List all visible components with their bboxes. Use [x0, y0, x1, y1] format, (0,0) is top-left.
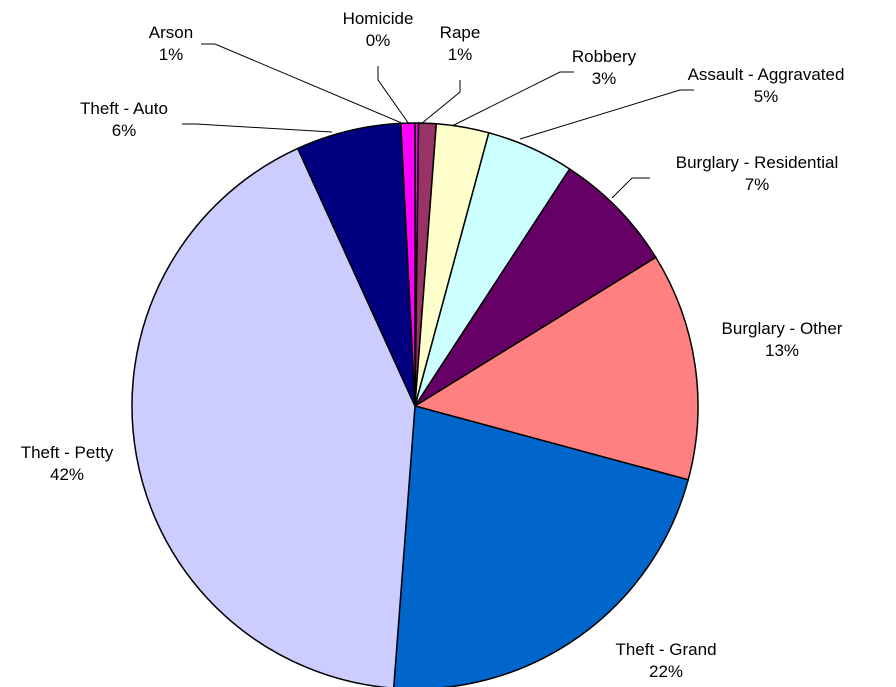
slice-label-assault-aggravated: Assault - Aggravated	[688, 65, 845, 84]
slice-label-burglary-other: Burglary - Other	[722, 319, 843, 338]
leader-line-homicide	[377, 66, 410, 125]
pie-slice-burglary-residential	[414, 167, 657, 407]
slice-labels: Homicide 0% Rape 1% Robbery 3% Assault - Aggra…	[21, 9, 845, 681]
leader-line-rape	[420, 80, 461, 125]
slice-label-burglary-residential: Burglary - Residential	[676, 153, 839, 172]
slice-percent-robbery: 3%	[592, 69, 617, 88]
slice-percent-theft-petty: 42%	[50, 465, 84, 484]
leader-line-robbery	[451, 71, 574, 127]
pie-slice-theft-grand	[393, 405, 690, 687]
leader-line-assault-aggravated	[519, 89, 694, 140]
pie-slices	[131, 122, 699, 687]
slice-label-robbery: Robbery	[572, 47, 637, 66]
slice-percent-homicide: 0%	[366, 31, 391, 50]
slice-label-theft-auto: Theft - Auto	[80, 99, 168, 118]
leader-line-burglary-residential	[611, 177, 650, 199]
leader-lines	[182, 43, 694, 199]
slice-percent-theft-grand: 22%	[649, 662, 683, 681]
slice-label-theft-petty: Theft - Petty	[21, 443, 114, 462]
slice-percent-burglary-residential: 7%	[745, 175, 770, 194]
leader-line-arson	[201, 43, 405, 125]
slice-label-arson: Arson	[149, 23, 193, 42]
slice-percent-arson: 1%	[159, 45, 184, 64]
slice-label-rape: Rape	[440, 23, 481, 42]
slice-percent-burglary-other: 13%	[765, 341, 799, 360]
leader-line-theft-auto	[182, 123, 333, 133]
slice-percent-rape: 1%	[448, 45, 473, 64]
slice-label-homicide: Homicide	[343, 9, 414, 28]
pie-slice-theft-petty	[131, 147, 416, 687]
pie-slice-burglary-other	[413, 256, 699, 481]
slice-percent-theft-auto: 6%	[112, 121, 137, 140]
slice-percent-assault-aggravated: 5%	[754, 87, 779, 106]
slice-label-theft-grand: Theft - Grand	[615, 640, 716, 659]
